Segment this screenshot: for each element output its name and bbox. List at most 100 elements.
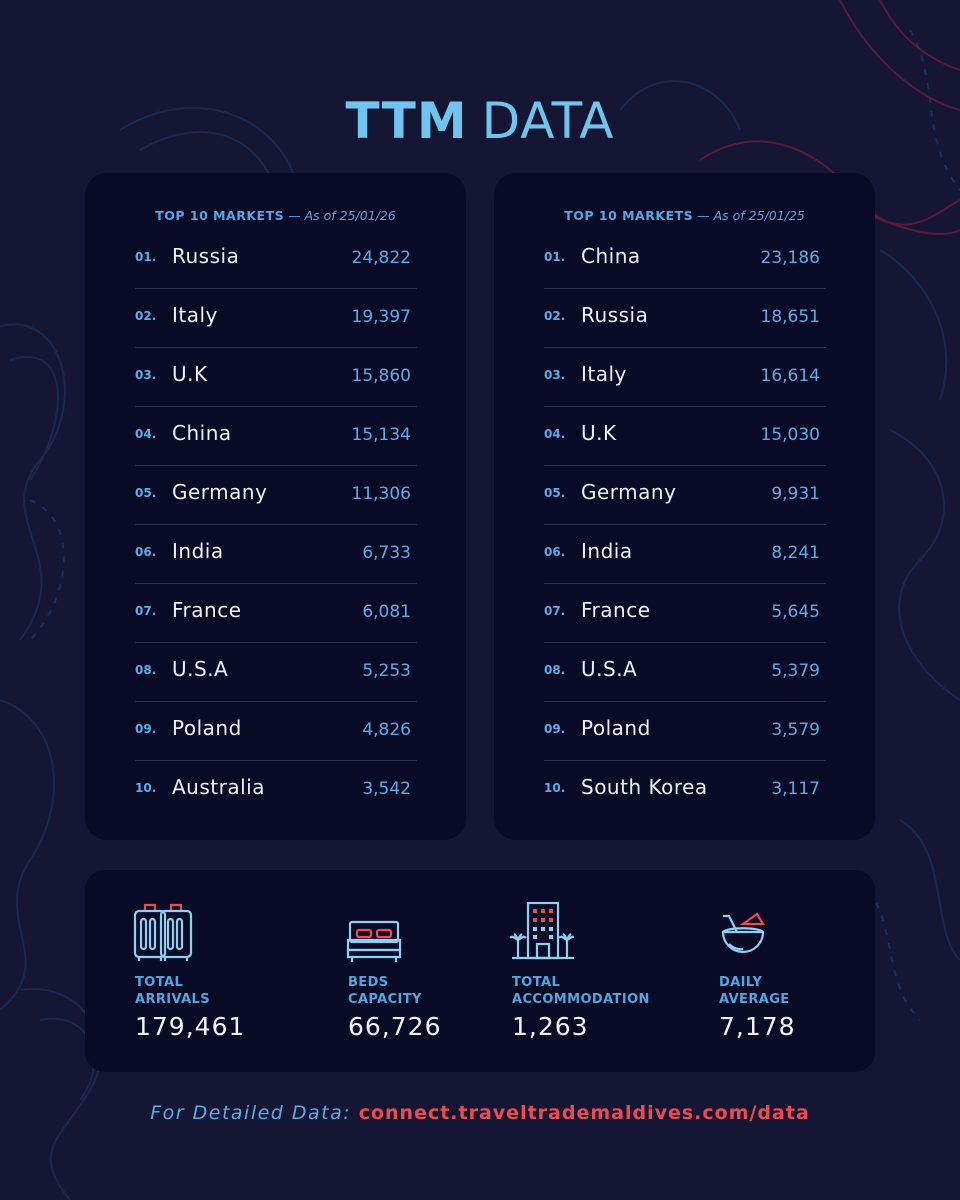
panel-heading-date: — As of 25/01/26 <box>288 208 396 223</box>
rank: 09. <box>544 722 566 736</box>
arrivals-value: 3,117 <box>771 779 820 799</box>
list-item: 10. South Korea 3,117 <box>544 761 826 819</box>
rank: 04. <box>544 427 566 441</box>
footer-label: For Detailed Data: <box>150 1102 352 1124</box>
stat-label-line-1: DAILY <box>719 975 763 990</box>
rank: 04. <box>135 427 157 441</box>
rank: 08. <box>544 663 566 677</box>
country-name: India <box>581 539 633 563</box>
stat-label-line-2: CAPACITY <box>348 992 422 1007</box>
list-item: 04. China 15,134 <box>135 407 417 466</box>
list-item: 06. India 8,241 <box>544 525 826 584</box>
country-name: U.S.A <box>581 657 638 681</box>
page-title: TTM DATA <box>0 92 960 150</box>
stat-label-line-2: ACCOMMODATION <box>512 992 650 1007</box>
rank: 08. <box>135 663 157 677</box>
stat-value: 179,461 <box>135 1012 246 1041</box>
arrivals-value: 8,241 <box>771 543 820 563</box>
list-item: 07. France 5,645 <box>544 584 826 643</box>
arrivals-value: 15,860 <box>351 366 411 386</box>
rank: 10. <box>544 781 566 795</box>
arrivals-value: 11,306 <box>351 484 411 504</box>
arrivals-value: 15,134 <box>351 425 411 445</box>
list-item: 03. U.K 15,860 <box>135 348 417 407</box>
country-name: Russia <box>172 244 240 268</box>
rank: 01. <box>544 250 566 264</box>
stat-label: BEDS CAPACITY <box>348 974 422 1008</box>
markets-list: 01. Russia 24,822 02. Italy 19,397 03. U.K 15,… <box>135 230 417 819</box>
list-item: 02. Italy 19,397 <box>135 289 417 348</box>
country-name: Germany <box>172 480 268 504</box>
list-item: 02. Russia 18,651 <box>544 289 826 348</box>
panel-heading: TOP 10 MARKETS — As of 25/01/26 <box>85 208 466 223</box>
rank: 09. <box>135 722 157 736</box>
title-ttm: TTM <box>345 92 468 150</box>
country-name: China <box>172 421 232 445</box>
panel-heading-title: TOP 10 MARKETS <box>155 208 285 223</box>
rank: 02. <box>135 309 157 323</box>
arrivals-value: 3,579 <box>771 720 820 740</box>
stat-label-line-1: TOTAL <box>135 975 184 990</box>
country-name: U.K <box>581 421 617 445</box>
arrivals-value: 15,030 <box>760 425 820 445</box>
hotel-building-icon <box>510 901 574 960</box>
rank: 06. <box>135 545 157 559</box>
country-name: Poland <box>172 716 242 740</box>
country-name: Australia <box>172 775 265 799</box>
rank: 02. <box>544 309 566 323</box>
rank: 03. <box>135 368 157 382</box>
country-name: U.S.A <box>172 657 229 681</box>
markets-panel-2026: TOP 10 MARKETS — As of 25/01/26 01. Russi… <box>85 173 466 840</box>
list-item: 01. Russia 24,822 <box>135 230 417 289</box>
rank: 06. <box>544 545 566 559</box>
stats-panel: TOTAL ARRIVALS 179,461 BEDS CAPACITY 66,… <box>85 870 875 1072</box>
arrivals-value: 6,081 <box>362 602 411 622</box>
arrivals-value: 6,733 <box>362 543 411 563</box>
country-name: France <box>172 598 242 622</box>
stat-value: 7,178 <box>719 1012 796 1041</box>
arrivals-value: 23,186 <box>760 248 820 268</box>
stat-label-line-1: TOTAL <box>512 975 561 990</box>
markets-panel-2025: TOP 10 MARKETS — As of 25/01/25 01. China… <box>494 173 875 840</box>
list-item: 05. Germany 9,931 <box>544 466 826 525</box>
list-item: 08. U.S.A 5,379 <box>544 643 826 702</box>
list-item: 01. China 23,186 <box>544 230 826 289</box>
panel-heading-date: — As of 25/01/25 <box>697 208 805 223</box>
stat-label: DAILY AVERAGE <box>719 974 790 1008</box>
country-name: Poland <box>581 716 651 740</box>
stat-label-line-2: ARRIVALS <box>135 992 211 1007</box>
country-name: France <box>581 598 651 622</box>
panel-heading-title: TOP 10 MARKETS <box>564 208 694 223</box>
country-name: India <box>172 539 224 563</box>
arrivals-value: 9,931 <box>771 484 820 504</box>
arrivals-value: 3,542 <box>362 779 411 799</box>
country-name: U.K <box>172 362 208 386</box>
rank: 10. <box>135 781 157 795</box>
arrivals-value: 5,253 <box>362 661 411 681</box>
rank: 05. <box>135 486 157 500</box>
list-item: 07. France 6,081 <box>135 584 417 643</box>
list-item: 08. U.S.A 5,253 <box>135 643 417 702</box>
luggage-icon <box>133 903 193 961</box>
country-name: South Korea <box>581 775 708 799</box>
markets-list: 01. China 23,186 02. Russia 18,651 03. Italy 1… <box>544 230 826 819</box>
coconut-drink-icon <box>721 912 765 954</box>
list-item: 03. Italy 16,614 <box>544 348 826 407</box>
arrivals-value: 24,822 <box>351 248 411 268</box>
arrivals-value: 16,614 <box>760 366 820 386</box>
country-name: Italy <box>172 303 218 327</box>
country-name: China <box>581 244 641 268</box>
panel-heading: TOP 10 MARKETS — As of 25/01/25 <box>494 208 875 223</box>
rank: 01. <box>135 250 157 264</box>
arrivals-value: 19,397 <box>351 307 411 327</box>
footer-link[interactable]: connect.traveltrademaldives.com/data <box>358 1102 810 1124</box>
rank: 07. <box>135 604 157 618</box>
list-item: 10. Australia 3,542 <box>135 761 417 819</box>
stat-label-line-2: AVERAGE <box>719 992 790 1007</box>
list-item: 09. Poland 3,579 <box>544 702 826 761</box>
footer: For Detailed Data: connect.traveltradema… <box>0 1102 960 1124</box>
stat-label-line-1: BEDS <box>348 975 389 990</box>
title-data: DATA <box>481 92 615 150</box>
list-item: 05. Germany 11,306 <box>135 466 417 525</box>
stat-label: TOTAL ARRIVALS <box>135 974 210 1008</box>
